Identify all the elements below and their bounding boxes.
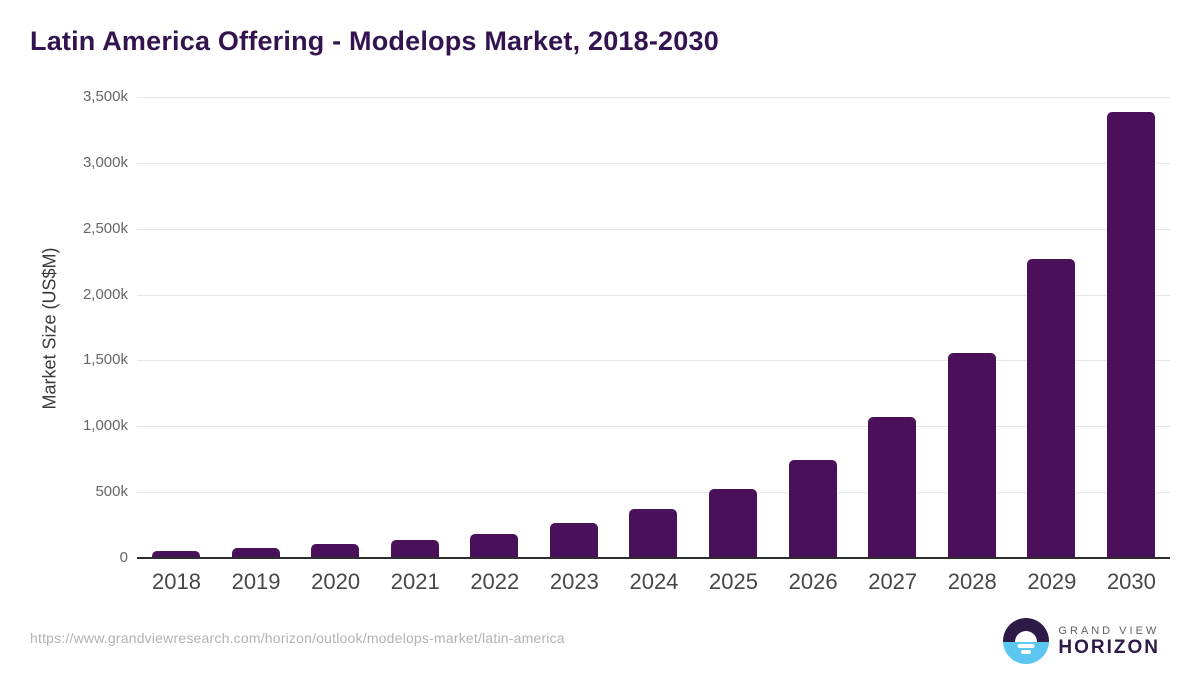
x-axis-line — [137, 557, 1170, 559]
x-tick-label-2019: 2019 — [231, 569, 281, 594]
y-tick-label: 500k — [95, 483, 128, 501]
x-tick-label-2028: 2028 — [947, 569, 997, 594]
y-tick-label: 1,000k — [82, 417, 128, 435]
bar-2029 — [1027, 258, 1076, 558]
bar-2018 — [152, 551, 200, 558]
y-tick-label: 1,500k — [82, 351, 128, 369]
y-tick-label: 2,000k — [82, 285, 128, 303]
y-tick-label: 2,500k — [82, 219, 128, 237]
x-tick-label-2018: 2018 — [152, 569, 201, 594]
x-tick-label-2025: 2025 — [709, 569, 758, 594]
bar-2028 — [947, 353, 996, 558]
bar-2025 — [709, 489, 758, 558]
x-tick-label-2021: 2021 — [390, 569, 440, 594]
x-tick-label-2023: 2023 — [549, 569, 599, 594]
bar-2026 — [788, 460, 837, 558]
y-axis-tick-labels: 3,500k 3,000k 2,500k 2,000k 1,500k 1,000k 500k… — [0, 89, 128, 566]
bars-container — [137, 97, 1170, 558]
bar-2019 — [231, 548, 280, 558]
logo-horizon-text: HORIZON — [1058, 637, 1160, 658]
y-tick-label: 3,000k — [82, 153, 128, 171]
x-tick-label-2030: 2030 — [1106, 569, 1156, 594]
bar-2024 — [629, 509, 678, 558]
x-tick-label-2022: 2022 — [470, 569, 520, 594]
logo-grand-view-text: GRAND VIEW — [1058, 625, 1160, 637]
gridline-500k — [137, 492, 1170, 494]
plot-area — [137, 97, 1170, 559]
x-tick-label-2027: 2027 — [868, 569, 918, 594]
gridline-2,500k — [137, 228, 1170, 230]
chart-title: Latin America Offering - Modelops Market… — [30, 26, 719, 56]
gridline-1,000k — [137, 426, 1170, 428]
bar-2023 — [549, 523, 598, 558]
gridline-2,000k — [137, 294, 1170, 296]
x-tick-label-2026: 2026 — [788, 569, 838, 594]
y-tick-label: 3,500k — [82, 88, 128, 105]
bar-2030 — [1106, 112, 1155, 558]
grand-view-horizon-logo: GRAND VIEW HORIZON — [1003, 618, 1160, 664]
bar-2021 — [390, 540, 439, 558]
horizon-sunrise-icon — [1003, 618, 1050, 664]
source-url: https://www.grandviewresearch.com/horizo… — [30, 630, 565, 646]
y-tick-label: 0 — [119, 549, 128, 566]
gridline-3,500k — [137, 97, 1170, 98]
gridline-3,000k — [137, 162, 1170, 164]
gridline-1,500k — [137, 360, 1170, 362]
x-tick-label-2029: 2029 — [1027, 569, 1077, 594]
bar-2027 — [868, 417, 917, 558]
x-axis-tick-labels: 2018 2019 2020 2021 2022 2023 2024 2025 2026 2027… — [137, 569, 1170, 595]
bar-2022 — [470, 534, 519, 558]
bar-2020 — [311, 544, 360, 558]
x-tick-label-2024: 2024 — [629, 569, 679, 594]
x-tick-label-2020: 2020 — [311, 569, 361, 594]
